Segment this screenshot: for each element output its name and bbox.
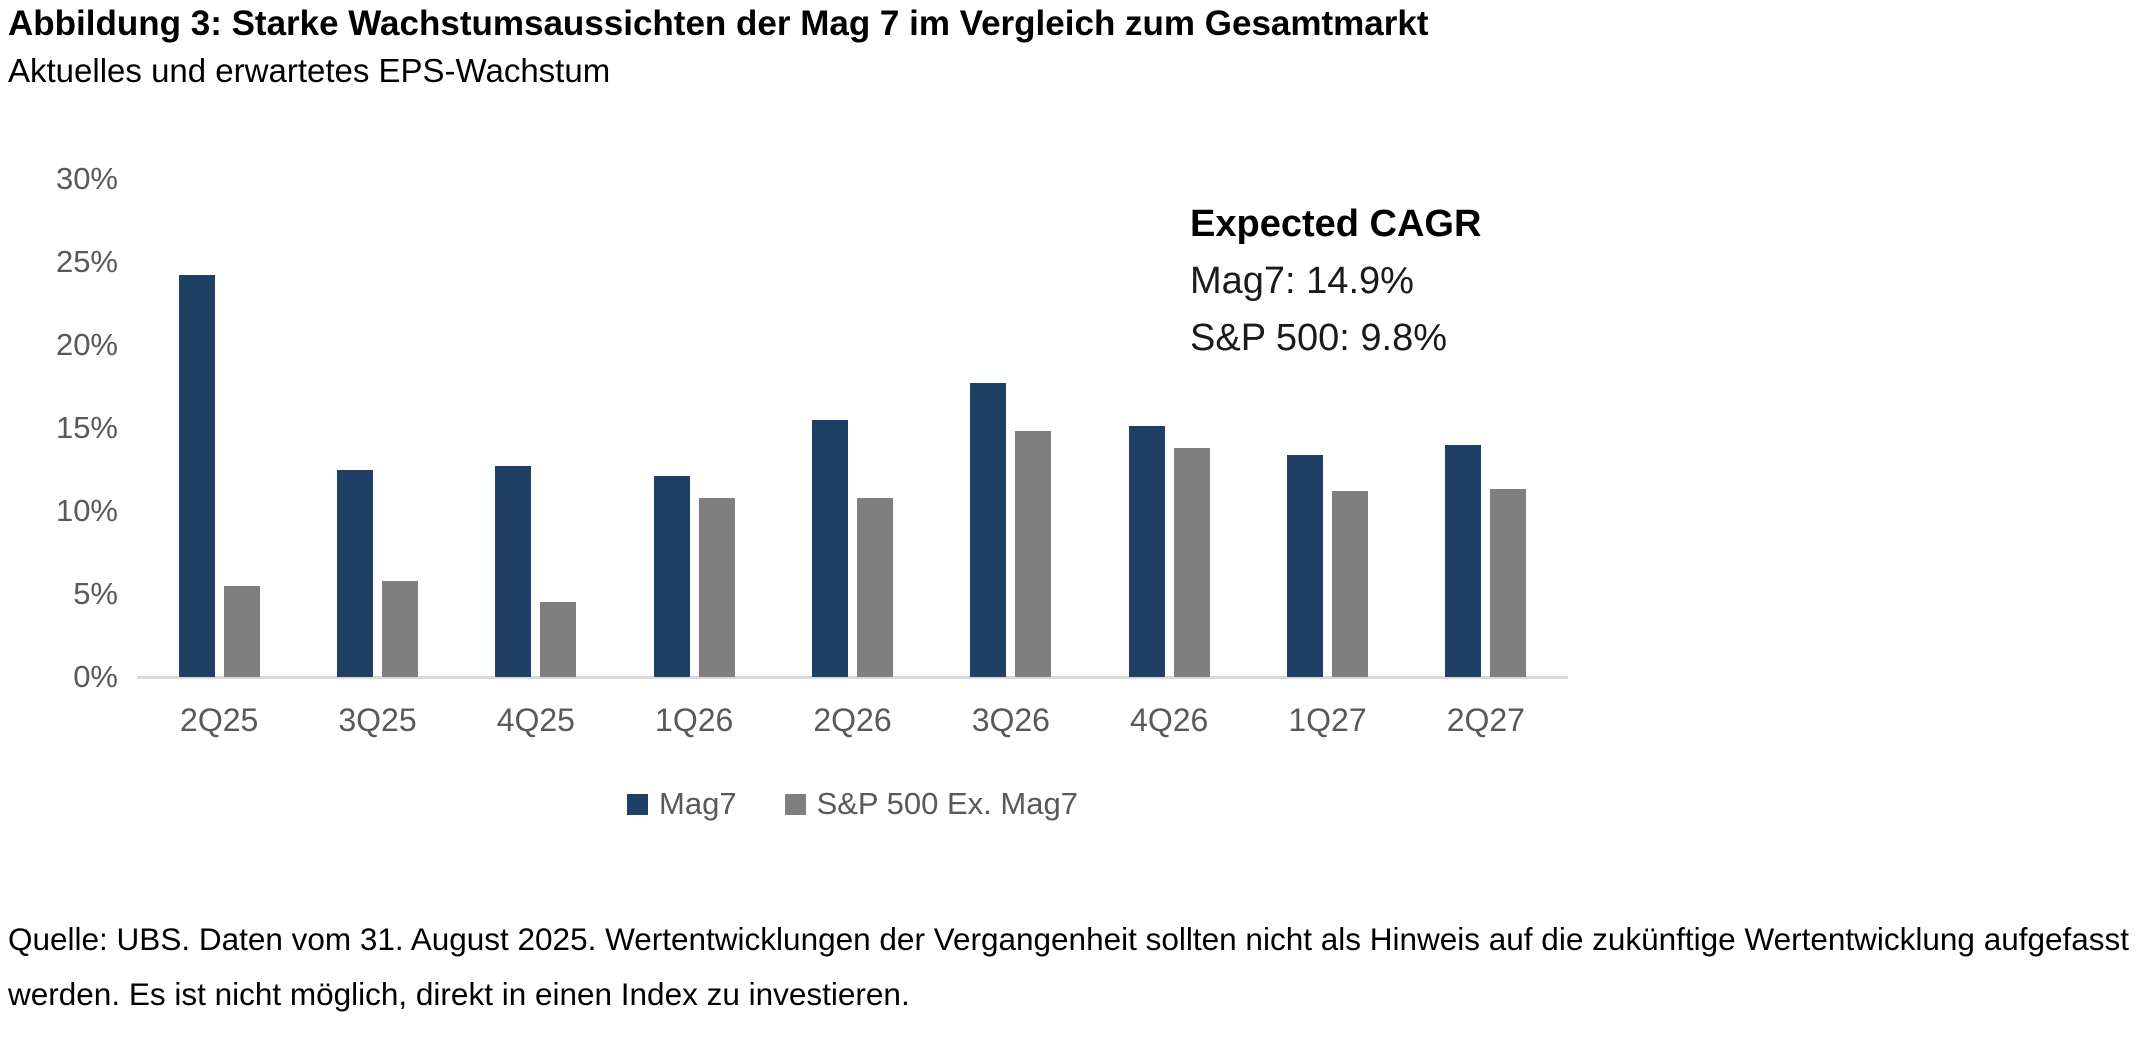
bar-s-p-500-ex-mag7 xyxy=(698,497,735,677)
x-axis-label: 1Q26 xyxy=(655,702,734,738)
bar-s-p-500-ex-mag7 xyxy=(1173,447,1210,677)
bar-mag7 xyxy=(1287,454,1323,677)
legend-swatch-mag7 xyxy=(627,793,649,815)
x-axis-line xyxy=(137,676,1568,679)
bar-s-p-500-ex-mag7 xyxy=(540,602,577,677)
bar-s-p-500-ex-mag7 xyxy=(1332,491,1368,677)
cagr-annotation-mag7: Mag7: 14.9% xyxy=(1190,260,1414,302)
y-axis-tick-label: 25% xyxy=(55,244,118,279)
bar-mag7 xyxy=(495,466,532,677)
cagr-annotation: Expected CAGR Mag7: 14.9% S&P 500: 9.8% xyxy=(1190,196,1481,367)
bar-s-p-500-ex-mag7 xyxy=(1015,431,1052,677)
figure-title: Abbildung 3: Starke Wachstumsaussichten … xyxy=(8,4,1429,43)
legend-item-s-p-500-ex-mag7: S&P 500 Ex. Mag7 xyxy=(784,786,1078,822)
y-axis-tick-label: 0% xyxy=(73,659,118,694)
legend-item-mag7: Mag7 xyxy=(627,786,737,822)
source-disclaimer: Quelle: UBS. Daten vom 31. August 2025. … xyxy=(8,921,2130,1012)
bar-s-p-500-ex-mag7 xyxy=(223,585,260,677)
x-axis-label: 2Q25 xyxy=(180,702,259,738)
cagr-annotation-sp500: S&P 500: 9.8% xyxy=(1190,317,1448,359)
bar-mag7 xyxy=(178,275,215,677)
y-axis-tick-label: 5% xyxy=(73,576,118,611)
x-axis-label: 4Q25 xyxy=(496,702,575,738)
x-axis-label: 2Q26 xyxy=(813,702,892,738)
figure-subtitle: Aktuelles und erwartetes EPS-Wachstum xyxy=(8,52,611,89)
legend-swatch-s-p-500-ex-mag7 xyxy=(784,793,806,815)
legend-label-s-p-500-ex-mag7: S&P 500 Ex. Mag7 xyxy=(816,786,1078,821)
bar-s-p-500-ex-mag7 xyxy=(1490,489,1527,677)
chart-legend: Mag7 S&P 500 Ex. Mag7 xyxy=(140,786,1565,822)
bar-mag7 xyxy=(1445,444,1482,677)
bar-s-p-500-ex-mag7 xyxy=(857,497,893,677)
cagr-annotation-title: Expected CAGR xyxy=(1190,203,1482,245)
y-axis-tick-label: 10% xyxy=(55,493,118,528)
y-axis-tick-label: 15% xyxy=(55,410,118,445)
bar-mag7 xyxy=(653,476,690,677)
y-axis-tick-label: 30% xyxy=(55,161,118,196)
bar-mag7 xyxy=(970,383,1007,677)
x-axis-label: 4Q26 xyxy=(1130,702,1209,738)
x-axis-label: 3Q25 xyxy=(338,702,417,738)
x-axis-label: 2Q27 xyxy=(1446,702,1525,738)
x-axis-label: 3Q26 xyxy=(971,702,1050,738)
bar-s-p-500-ex-mag7 xyxy=(382,580,418,677)
bar-mag7 xyxy=(337,469,373,677)
y-axis-tick-label: 20% xyxy=(55,327,118,362)
legend-label-mag7: Mag7 xyxy=(659,786,737,821)
x-axis-label: 1Q27 xyxy=(1288,702,1367,738)
bar-mag7 xyxy=(1128,426,1165,677)
bar-mag7 xyxy=(812,419,848,677)
